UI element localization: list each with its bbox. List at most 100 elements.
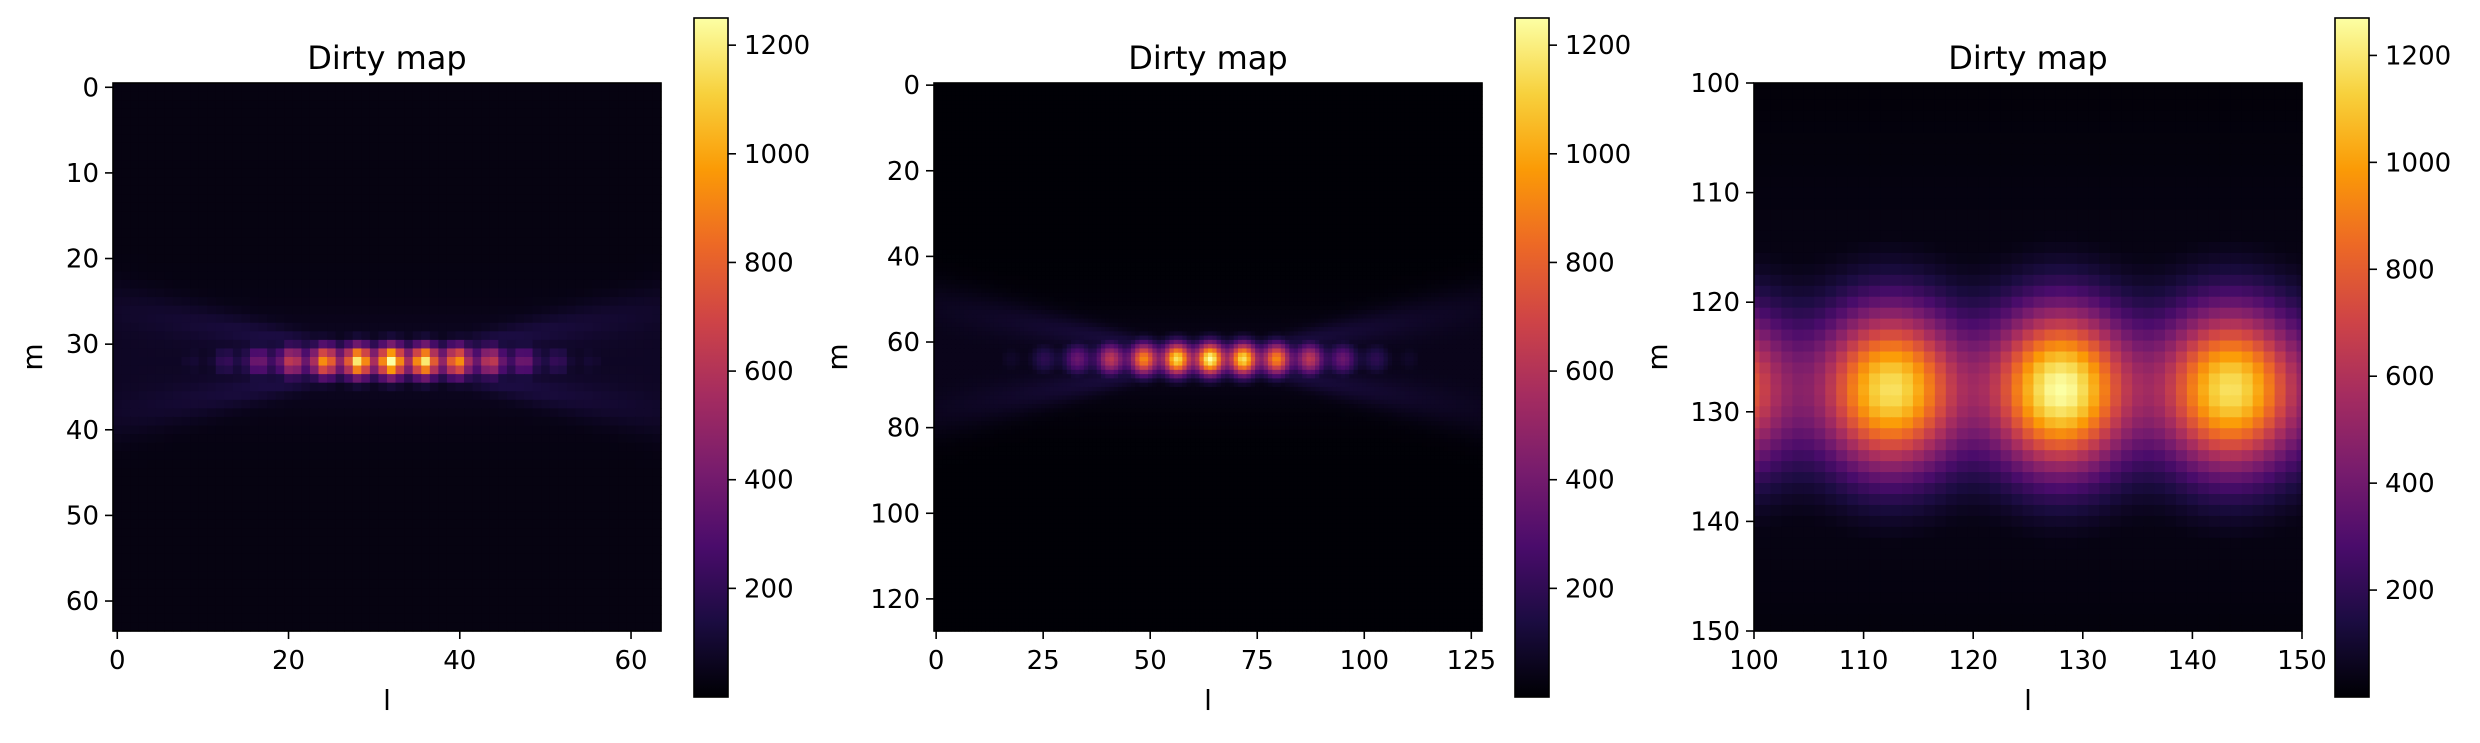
heatmap-cell: [164, 460, 173, 469]
heatmap-cell: [1388, 100, 1393, 105]
heatmap-cell: [567, 100, 576, 109]
heatmap-cell: [250, 494, 259, 503]
heatmap-cell: [301, 271, 310, 280]
heatmap-cell: [182, 177, 191, 186]
heatmap-cell: [353, 503, 362, 512]
heatmap-cell: [173, 126, 182, 135]
heatmap-cell: [481, 203, 490, 212]
heatmap-cell: [241, 597, 250, 606]
heatmap-cell: [113, 563, 122, 572]
heatmap-cell: [1204, 109, 1209, 114]
heatmap-cell: [567, 254, 576, 263]
heatmap-cell: [182, 511, 191, 520]
heatmap-cell: [456, 271, 465, 280]
heatmap-cell: [147, 220, 156, 229]
heatmap-cell: [438, 460, 447, 469]
heatmap-cell: [319, 383, 328, 392]
heatmap-cell: [413, 306, 422, 315]
heatmap-cell: [601, 237, 610, 246]
heatmap-cell: [182, 297, 191, 306]
heatmap-cell: [259, 451, 268, 460]
heatmap-cell: [344, 545, 353, 554]
heatmap-cell: [413, 203, 422, 212]
heatmap-cell: [173, 563, 182, 572]
heatmap-cell: [481, 545, 490, 554]
heatmap-cell: [635, 263, 644, 272]
heatmap-cell: [361, 117, 370, 126]
heatmap-cell: [293, 263, 302, 272]
heatmap-cell: [387, 614, 396, 623]
heatmap-cell: [964, 96, 969, 101]
heatmap-cell: [421, 426, 430, 435]
heatmap-cell: [387, 434, 396, 443]
heatmap-cell: [284, 186, 293, 195]
heatmap-cell: [259, 366, 268, 375]
heatmap-cell: [387, 468, 396, 477]
heatmap-cell: [567, 520, 576, 529]
heatmap-cell: [182, 485, 191, 494]
heatmap-cell: [610, 169, 619, 178]
heatmap-cell: [216, 271, 225, 280]
y-tick-label: 0: [82, 73, 99, 103]
heatmap-cell: [447, 605, 456, 614]
heatmap-cell: [515, 314, 524, 323]
heatmap-cell: [216, 177, 225, 186]
heatmap-cell: [336, 597, 345, 606]
heatmap-cell: [438, 340, 447, 349]
heatmap-cell: [1165, 87, 1170, 92]
heatmap-cell: [250, 383, 259, 392]
heatmap-cell: [1208, 96, 1213, 101]
heatmap-cell: [413, 126, 422, 135]
heatmap-cell: [430, 340, 439, 349]
heatmap-cell: [259, 520, 268, 529]
heatmap-cell: [139, 417, 148, 426]
heatmap-cell: [1332, 96, 1337, 101]
heatmap-cell: [259, 494, 268, 503]
heatmap-cell: [1384, 87, 1389, 92]
heatmap-cell: [1418, 96, 1423, 101]
heatmap-cell: [1080, 87, 1085, 92]
heatmap-cell: [319, 203, 328, 212]
heatmap-cell: [216, 588, 225, 597]
heatmap-cell: [473, 271, 482, 280]
heatmap-cell: [276, 92, 285, 101]
heatmap-cell: [575, 100, 584, 109]
heatmap-cell: [1247, 100, 1252, 105]
heatmap-cell: [567, 314, 576, 323]
heatmap-cell: [1435, 92, 1440, 97]
heatmap-cell: [182, 143, 191, 152]
heatmap-cell: [507, 271, 516, 280]
heatmap-cell: [207, 528, 216, 537]
heatmap-cell: [473, 426, 482, 435]
heatmap-cell: [610, 254, 619, 263]
heatmap-cell: [156, 160, 165, 169]
heatmap-cell: [156, 528, 165, 537]
heatmap-cell: [310, 348, 319, 357]
heatmap-cell: [147, 528, 156, 537]
heatmap-cell: [567, 92, 576, 101]
heatmap-cell: [498, 520, 507, 529]
heatmap-cell: [344, 563, 353, 572]
heatmap-cell: [122, 143, 131, 152]
heatmap-cell: [113, 92, 122, 101]
heatmap-cell: [1281, 92, 1286, 97]
heatmap-cell: [1152, 92, 1157, 97]
heatmap-cell: [122, 306, 131, 315]
heatmap-cell: [644, 160, 653, 169]
heatmap-cell: [507, 134, 516, 143]
heatmap-cell: [396, 229, 405, 238]
heatmap-cell: [370, 194, 379, 203]
heatmap-cell: [610, 554, 619, 563]
heatmap-cell: [584, 520, 593, 529]
heatmap-cell: [473, 280, 482, 289]
heatmap-cell: [1272, 92, 1277, 97]
heatmap-cell: [533, 503, 542, 512]
heatmap-cell: [361, 563, 370, 572]
heatmap-cell: [558, 434, 567, 443]
heatmap-cell: [293, 271, 302, 280]
heatmap-cell: [627, 494, 636, 503]
heatmap-cell: [370, 614, 379, 623]
heatmap-cell: [498, 169, 507, 178]
heatmap-cell: [1020, 87, 1025, 92]
heatmap-cell: [319, 417, 328, 426]
